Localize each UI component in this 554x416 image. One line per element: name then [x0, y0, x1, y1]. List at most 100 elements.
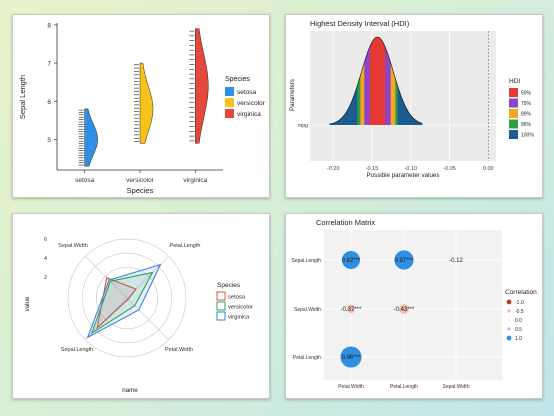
radar-panel: Sepal.Width Petal.Length Petal.Width Sepal.…: [12, 213, 270, 399]
density-outline: [329, 36, 423, 125]
radar-spoke: [126, 297, 169, 340]
corr-circle: [394, 250, 414, 270]
col-label: Petal.Width: [338, 384, 364, 390]
col-label: Sepal.Width: [443, 384, 470, 390]
legend-dot: [507, 327, 511, 331]
legend-title: HDI: [509, 78, 520, 85]
legend-label: 0.0: [515, 318, 522, 324]
x-axis-title: Possible parameter values: [367, 172, 440, 179]
legend-label: -1.0: [515, 300, 524, 306]
x-tick-label-versicolor: versicolor: [126, 177, 155, 184]
corr-value-label: -0.43***: [394, 307, 415, 313]
legend-title: Species: [225, 76, 250, 83]
correlation-panel: Correlation Matrix Sepal.Length Sepal.Widt…: [285, 213, 543, 399]
radar-spoke: [85, 256, 128, 299]
y-axis-title: Parameters: [289, 79, 296, 111]
hdi-title: Highest Density Interval (HDI): [310, 19, 410, 28]
legend-dot: [506, 299, 512, 305]
hdi-band-50%: [369, 37, 386, 125]
legend-label-50%: 50%: [521, 91, 532, 97]
legend-swatch-89%: [509, 109, 518, 118]
legend-label-virginica: virginica: [237, 111, 261, 118]
y-tick-label: 6: [47, 99, 51, 106]
legend-swatch-75%: [509, 98, 518, 108]
x-tick-label-setosa: setosa: [75, 177, 95, 184]
x-axis-title: Species: [127, 186, 154, 195]
radar-series-virginica: [86, 263, 162, 339]
y-tick-label: 8: [47, 22, 51, 29]
legend-label-setosa: setosa: [237, 89, 257, 96]
legend-label: 0.5: [515, 327, 522, 333]
legend-swatch-virginica: [216, 311, 226, 321]
legend-swatch-virginica: [225, 109, 234, 118]
radar-gridcircle: [81, 252, 173, 344]
radar-gridcircle: [95, 266, 159, 330]
violin-versicolor: [139, 62, 154, 144]
y-tick-label: 4: [44, 256, 47, 262]
row-label: Sepal.Width: [294, 307, 321, 313]
hdi-panel: Highest Density Interval (HDI) -0.20 -0.15…: [285, 14, 543, 198]
corr-circle: [341, 250, 361, 270]
legend-label-versicolor: versicolor: [228, 305, 253, 311]
legend-swatch-versicolor: [216, 301, 226, 311]
x-tick-label: -0.20: [327, 166, 340, 172]
corr-value-label: 0.96***: [342, 355, 361, 361]
legend-label: 1.0: [515, 336, 522, 342]
x-tick-label: -0.10: [404, 166, 417, 172]
y-tick-label: 2: [44, 275, 47, 281]
x-axis-title: name: [122, 387, 138, 394]
legend-label-virginica: virginica: [228, 315, 250, 321]
radar-chart: Sepal.Width Petal.Length Petal.Width Sepal.…: [24, 237, 253, 394]
radar-axis-label: Sepal.Width: [58, 243, 88, 249]
correlation-chart: Correlation Matrix Sepal.Length Sepal.Widt…: [292, 218, 538, 390]
corr-value-label: 0.82***: [342, 258, 361, 264]
legend-swatch-setosa: [225, 87, 234, 96]
legend-swatch-100%: [509, 130, 518, 139]
legend-title: Species: [217, 282, 241, 289]
corr-value-label: -0.12: [449, 258, 463, 264]
corr-value-label: 0.87***: [395, 258, 414, 264]
radar-axis-label: Petal.Length: [170, 243, 201, 249]
violin-panel: 5 6 7 8 setosa versicolor virginica Species Sepa…: [12, 14, 270, 198]
legend-label-75%: 75%: [521, 101, 532, 107]
legend-title: Correlation: [505, 289, 537, 296]
legend-swatch-setosa: [216, 291, 226, 301]
hdi-chart: Highest Density Interval (HDI) -0.20 -0.15…: [289, 19, 534, 179]
x-tick-label: 0.00: [483, 166, 494, 172]
y-tick-label: 7: [47, 61, 51, 68]
row-label: Sepal.Length: [292, 258, 322, 264]
corr-value-label: -0.37***: [341, 307, 362, 313]
legend-label: -0.5: [515, 309, 524, 315]
y-axis-title: value: [24, 296, 31, 311]
radar-gridcircle: [67, 238, 187, 358]
legend-swatch-50%: [509, 88, 518, 97]
corr-circle: [340, 346, 362, 368]
legend-label-setosa: setosa: [228, 295, 246, 301]
x-tick-label: -0.15: [366, 166, 379, 172]
legend-label-95%: 95%: [521, 122, 532, 128]
violin-chart: 5 6 7 8 setosa versicolor virginica Species Sepa…: [18, 22, 266, 195]
violin-setosa: [84, 108, 98, 167]
y-tick-label: mpg: [298, 123, 308, 129]
corr-title: Correlation Matrix: [316, 218, 375, 227]
radar-axis-label: Petal.Width: [165, 347, 193, 353]
radar-series-versicolor: [90, 271, 154, 335]
legend-dot: [506, 335, 512, 341]
legend-dot: [508, 319, 510, 321]
legend-swatch-versicolor: [225, 98, 234, 107]
radar-axis-label: Sepal.Length: [61, 347, 93, 353]
plot-background: [310, 31, 496, 161]
x-tick-label-virginica: virginica: [183, 177, 207, 184]
legend-dot: [507, 309, 511, 313]
y-tick-label: 6: [44, 237, 47, 243]
violin-virginica: [195, 28, 209, 144]
legend-label-versicolor: versicolor: [237, 100, 266, 107]
corr-circle: [346, 304, 356, 314]
y-tick-label: 5: [47, 137, 51, 144]
legend-label-89%: 89%: [521, 112, 532, 118]
corr-circle: [399, 304, 409, 314]
x-tick-label: -0.05: [443, 166, 456, 172]
y-axis-title: Sepal Length: [18, 75, 27, 119]
col-label: Petal.Length: [390, 384, 418, 390]
row-label: Petal.Length: [293, 355, 321, 361]
